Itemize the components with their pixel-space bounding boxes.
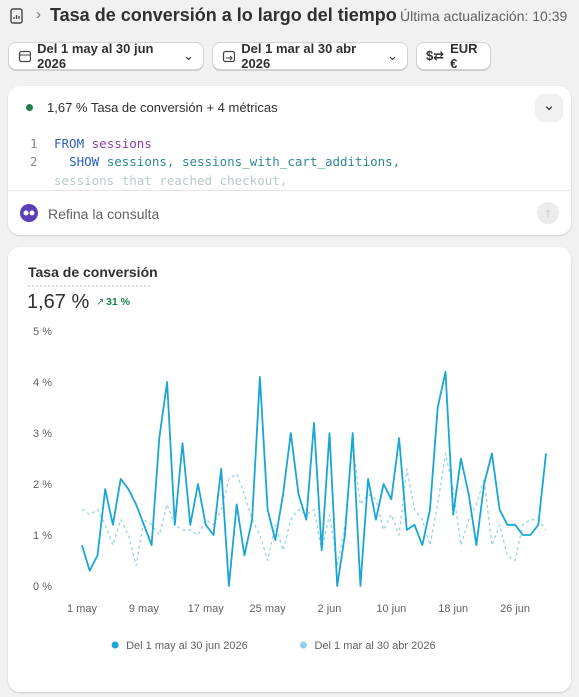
- y-tick-label: 4 %: [33, 377, 52, 389]
- kpi-arrow: ↗: [96, 297, 104, 308]
- collapse-button[interactable]: ⌄: [535, 94, 563, 122]
- line-number: 1: [30, 136, 38, 151]
- currency-icon: $⇄: [426, 48, 445, 63]
- compare-icon: [222, 50, 236, 63]
- x-tick-label: 9 may: [129, 603, 159, 615]
- code-keyword: FROM: [54, 136, 85, 151]
- report-icon: [10, 8, 23, 24]
- x-tick-label: 1 may: [67, 603, 97, 615]
- status-dot: [26, 104, 33, 111]
- series-line: [81, 370, 547, 587]
- x-tick-label: 10 jun: [376, 603, 406, 615]
- y-tick-label: 1 %: [33, 530, 52, 542]
- assistant-avatar: [20, 204, 38, 222]
- breadcrumb-separator: ›: [36, 6, 41, 23]
- code-token: sessions: [91, 136, 152, 151]
- line-number: 2: [30, 154, 38, 169]
- prompt-input[interactable]: Refina la consulta: [48, 206, 160, 222]
- chart: Tasa de conversión 1,67 % ↗ 31 % 0 % 1 % 2…: [27, 264, 547, 652]
- series-line: [81, 442, 547, 567]
- x-tick-label: 26 jun: [500, 603, 530, 615]
- code-line: sessions_that_reached_checkout,: [54, 173, 287, 186]
- y-tick-label: 2 %: [33, 479, 52, 491]
- date-range-label: Del 1 may al 30 jun 2026: [37, 41, 154, 71]
- y-tick-label: 3 %: [33, 428, 52, 440]
- legend-swatch: [300, 641, 307, 649]
- compare-range-button[interactable]: Del 1 mar al 30 abr 2026 ⌄: [212, 41, 408, 71]
- chart-title: Tasa de conversión: [28, 264, 158, 280]
- currency-button[interactable]: $⇄ EUR €: [416, 41, 491, 71]
- send-button[interactable]: ↑: [537, 202, 559, 224]
- code-token: sessions, sessions_with_cart_additions,: [106, 154, 401, 169]
- compare-range-label: Del 1 mar al 30 abr 2026: [241, 41, 357, 71]
- y-tick-label: 5 %: [33, 326, 52, 338]
- x-tick-label: 25 may: [250, 603, 287, 615]
- x-tick-label: 17 may: [188, 603, 225, 615]
- legend-swatch: [111, 641, 119, 649]
- y-tick-label: 0 %: [33, 581, 52, 593]
- query-card: 1,67 % Tasa de conversión + 4 métricas ⌄…: [8, 86, 571, 235]
- code-line: FROM sessions: [54, 136, 152, 151]
- page: › Tasa de conversión a lo largo del tiem…: [8, 5, 571, 692]
- divider: [8, 190, 571, 191]
- kpi-change: 31 %: [106, 296, 131, 308]
- legend-label: Del 1 may al 30 jun 2026: [126, 640, 248, 652]
- last-updated: Última actualización: 10:39: [400, 8, 568, 24]
- x-tick-label: 18 jun: [438, 603, 468, 615]
- x-tick-label: 2 jun: [318, 603, 342, 615]
- code-line: SHOW sessions, sessions_with_cart_additi…: [54, 154, 400, 169]
- legend-label: Del 1 mar al 30 abr 2026: [315, 640, 436, 652]
- date-range-button[interactable]: Del 1 may al 30 jun 2026 ⌄: [8, 41, 204, 71]
- code-keyword: SHOW: [69, 154, 100, 169]
- currency-label: EUR €: [450, 41, 478, 71]
- code-token: sessions_that_reached_checkout,: [54, 173, 288, 186]
- page-title: Tasa de conversión a lo largo del tiempo: [50, 5, 397, 25]
- kpi-value: 1,67 %: [27, 291, 89, 313]
- chart-card: Tasa de conversión 1,67 % ↗ 31 % 0 % 1 % 2…: [8, 247, 571, 692]
- query-summary: 1,67 % Tasa de conversión + 4 métricas: [47, 100, 278, 115]
- calendar-icon: [18, 50, 32, 63]
